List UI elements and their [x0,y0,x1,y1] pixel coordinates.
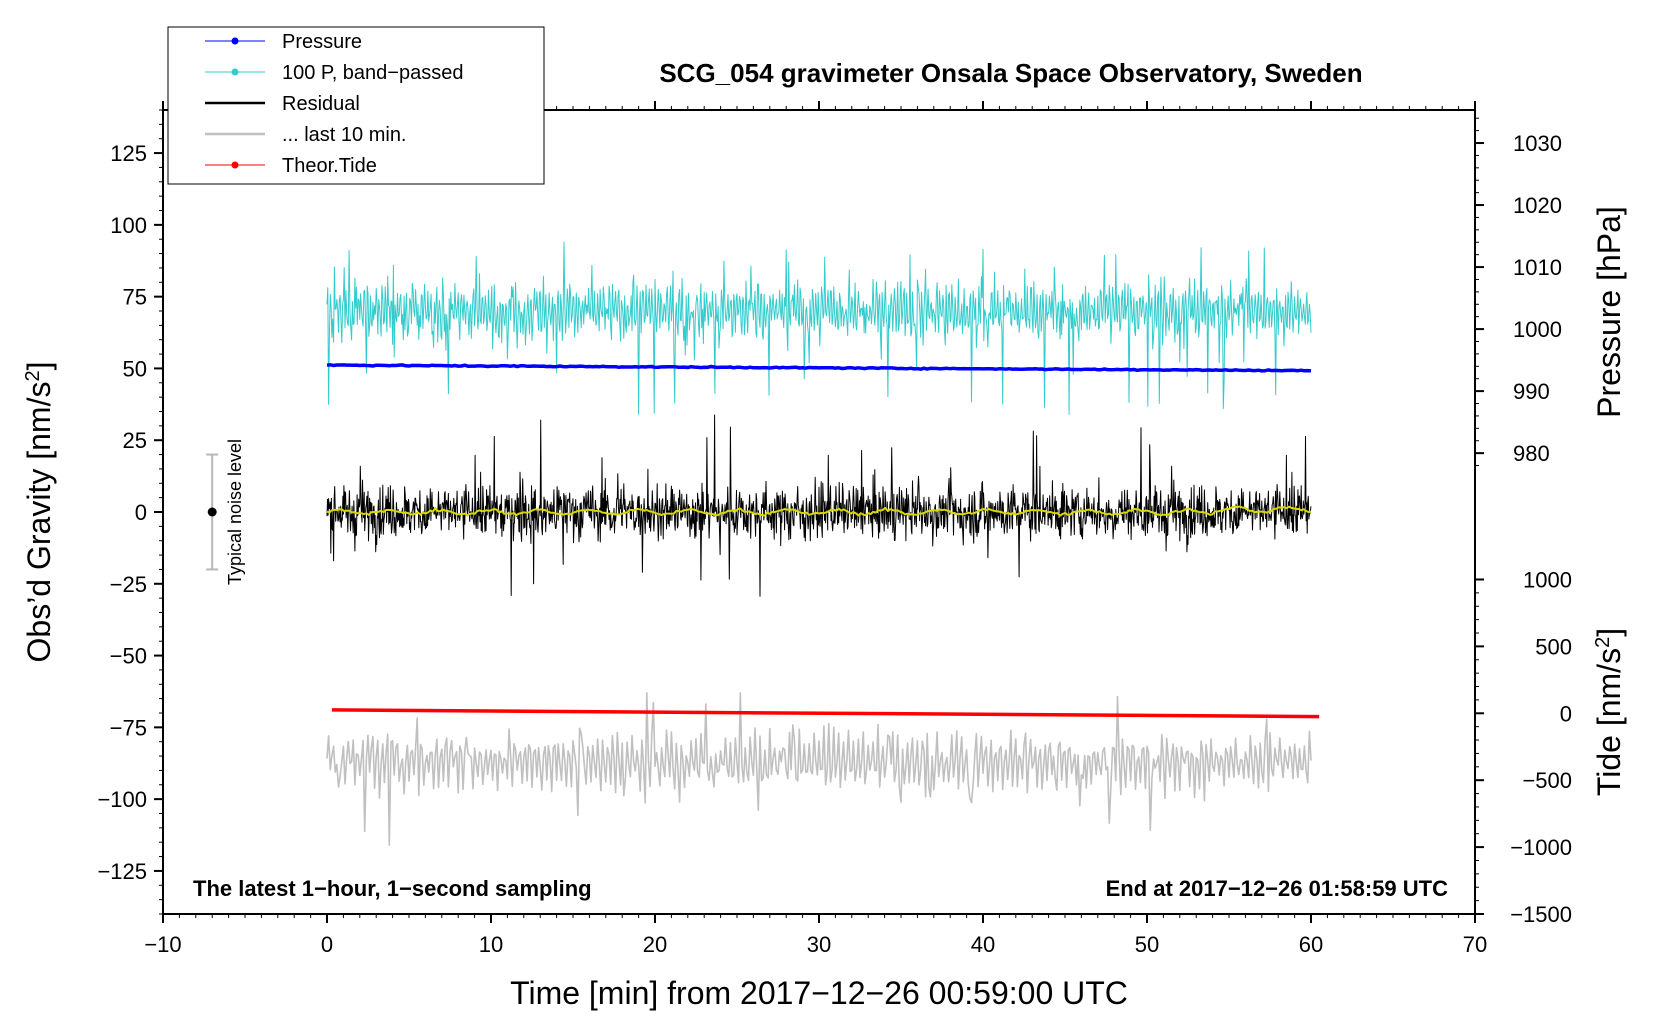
y-tick-label: 25 [123,428,147,453]
legend-marker [231,68,239,76]
tide-tick-label: −1500 [1510,902,1572,927]
x-tick-label: 40 [971,932,995,957]
legend-label: 100 P, band−passed [282,62,463,84]
legend-label: ... last 10 min. [282,124,407,146]
y-tick-label: 75 [123,285,147,310]
y-axis-left-title: Obs’d Gravity [nm/s2] [21,362,57,663]
tide-tick-label: −1000 [1510,835,1572,860]
tide-axis-title: Tide [nm/s2] [1591,628,1627,796]
sampling-note: The latest 1−hour, 1−second sampling [193,876,592,901]
legend-label: Theor.Tide [282,155,377,177]
y-tick-label: −25 [110,572,147,597]
band-passed-pressure-series [326,241,1312,415]
noise-bar-label: Typical noise level [225,439,245,585]
tide-tick-label: 500 [1535,634,1572,659]
pressure-tick-label: 1020 [1513,193,1562,218]
pressure-tick-label: 980 [1513,441,1550,466]
x-tick-label: 50 [1135,932,1159,957]
axes-layer: −10 0 10 20 30 40 50 60 701251007550250−25−50−75… [97,101,1572,957]
x-tick-label: 60 [1299,932,1323,957]
noise-level-indicator: Typical noise level [206,439,245,585]
chart-title: SCG_054 gravimeter Onsala Space Observat… [659,58,1362,88]
theoretical-tide-series [331,708,1320,719]
legend-entries: Pressure 100 P, band−passed Residual ... la… [205,31,463,177]
series-layer [326,241,1320,846]
pressure-tick-label: 1000 [1513,317,1562,342]
legend-box [167,26,545,185]
y-tick-label: −50 [110,644,147,669]
pressure-axis-title: Pressure [hPa] [1591,206,1627,418]
x-tick-label: −10 [144,932,181,957]
pressure-series [326,363,1312,373]
x-axis-title: Time [min] from 2017−12−26 00:59:00 UTC [510,975,1128,1011]
legend-label: Pressure [282,31,362,53]
legend: Pressure 100 P, band−passed Residual ... la… [167,26,545,185]
x-tick-label: 20 [643,932,667,957]
x-tick-label: 70 [1463,932,1487,957]
y-tick-label: 0 [135,500,147,525]
tide-tick-label: −500 [1522,768,1572,793]
y-tick-label: 125 [110,141,147,166]
y-tick-label: −125 [97,859,147,884]
x-tick-label: 10 [479,932,503,957]
smoothed-residual-series [326,505,1312,517]
y-tick-label: 100 [110,213,147,238]
residual-series [326,414,1312,597]
pressure-tick-label: 1030 [1513,131,1562,156]
last-10-min-series [326,692,1312,846]
x-tick-label: 0 [321,932,333,957]
pressure-tick-label: 1010 [1513,255,1562,280]
y-tick-label: −100 [97,787,147,812]
legend-label: Residual [282,93,360,115]
legend-marker [231,37,239,45]
tide-tick-label: 1000 [1523,567,1572,592]
x-tick-label: 30 [807,932,831,957]
y-tick-label: 50 [123,356,147,381]
legend-marker [231,161,239,169]
y-tick-label: −75 [110,715,147,740]
noise-bar-center-dot [207,507,217,517]
end-time-note: End at 2017−12−26 01:58:59 UTC [1106,876,1449,901]
pressure-tick-label: 990 [1513,379,1550,404]
tide-tick-label: 0 [1560,701,1572,726]
